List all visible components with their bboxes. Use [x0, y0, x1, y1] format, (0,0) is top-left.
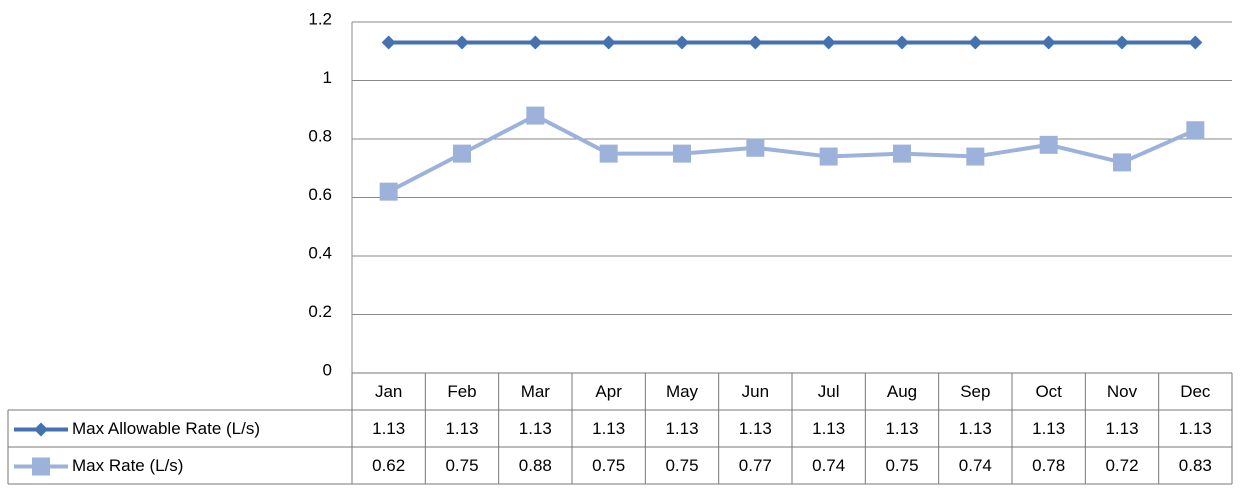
- table-value: 1.13: [959, 419, 992, 438]
- data-point: [1113, 153, 1131, 172]
- table-value: 1.13: [812, 419, 845, 438]
- data-point: [381, 35, 396, 50]
- table-value: 1.13: [372, 419, 405, 438]
- y-tick-label: 0.8: [308, 126, 332, 145]
- data-point: [1115, 35, 1129, 50]
- x-tick-label: Feb: [447, 382, 476, 401]
- table-value: 0.62: [372, 456, 405, 475]
- table-value: 1.13: [1179, 419, 1212, 438]
- data-point: [1186, 121, 1205, 140]
- data-point: [379, 182, 398, 201]
- x-tick-label: May: [666, 382, 699, 401]
- table-value: 1.13: [665, 419, 698, 438]
- legend-key-marker: [34, 422, 48, 437]
- table-value: 1.13: [1032, 419, 1065, 438]
- table-value: 1.13: [445, 419, 478, 438]
- y-tick-label: 0.6: [308, 185, 332, 204]
- data-point: [1039, 135, 1058, 154]
- table-value: 0.75: [885, 456, 918, 475]
- table-value: 0.72: [1105, 456, 1138, 475]
- x-tick-label: Dec: [1180, 382, 1211, 401]
- table-value: 1.13: [519, 419, 552, 438]
- table-value: 0.75: [592, 456, 625, 475]
- series-line: [387, 113, 1197, 194]
- data-point: [453, 144, 471, 163]
- x-tick-label: Oct: [1035, 382, 1062, 401]
- data-point: [601, 35, 616, 50]
- table-value: 0.83: [1179, 456, 1212, 475]
- y-tick-label: 0.4: [308, 243, 332, 262]
- data-point: [895, 35, 909, 50]
- legend-label: Max Allowable Rate (L/s): [72, 419, 260, 438]
- data-point: [673, 144, 691, 163]
- data-point: [599, 144, 618, 163]
- x-tick-label: Apr: [595, 382, 622, 401]
- data-point: [1041, 35, 1056, 50]
- data-point: [455, 35, 469, 50]
- data-point: [675, 35, 689, 50]
- data-point: [1188, 35, 1203, 50]
- y-tick-label: 1.2: [308, 9, 332, 28]
- legend-label: Max Rate (L/s): [72, 456, 183, 475]
- data-point: [746, 138, 765, 157]
- table-value: 0.75: [445, 456, 478, 475]
- data-point: [968, 35, 983, 50]
- x-tick-label: Nov: [1107, 382, 1138, 401]
- table-value: 1.13: [1105, 419, 1138, 438]
- table-value: 1.13: [739, 419, 772, 438]
- table-value: 0.74: [959, 456, 992, 475]
- data-point: [966, 147, 985, 166]
- table-value: 0.78: [1032, 456, 1065, 475]
- data-point: [821, 35, 836, 50]
- table-value: 0.74: [812, 456, 845, 475]
- data-point: [893, 144, 911, 163]
- table-value: 0.75: [665, 456, 698, 475]
- data-point: [819, 147, 838, 166]
- y-tick-label: 0.2: [308, 302, 332, 321]
- data-point: [528, 35, 543, 50]
- y-tick-label: 1: [323, 68, 332, 87]
- y-tick-label: 0: [323, 360, 332, 379]
- table-value: 0.77: [739, 456, 772, 475]
- x-tick-label: Jan: [375, 382, 402, 401]
- data-point: [526, 106, 545, 125]
- x-tick-label: Jun: [742, 382, 769, 401]
- x-tick-label: Sep: [960, 382, 990, 401]
- x-tick-label: Mar: [521, 382, 551, 401]
- x-tick-label: Jul: [818, 382, 840, 401]
- legend-key-marker: [32, 457, 50, 476]
- table-value: 0.88: [519, 456, 552, 475]
- table-value: 1.13: [592, 419, 625, 438]
- data-point: [748, 35, 763, 50]
- x-tick-label: Aug: [887, 382, 917, 401]
- table-value: 1.13: [885, 419, 918, 438]
